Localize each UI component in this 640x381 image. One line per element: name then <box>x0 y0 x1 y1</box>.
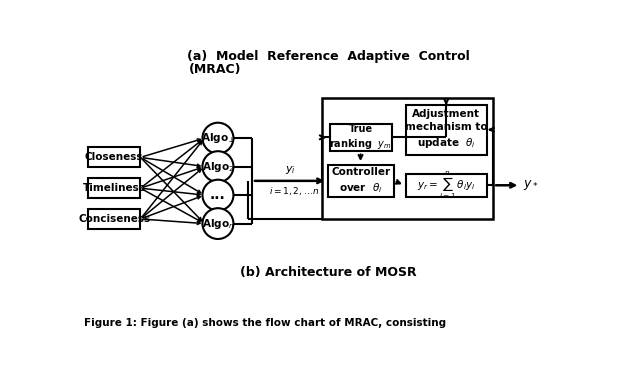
Text: $i = 1, 2, \ldots n$: $i = 1, 2, \ldots n$ <box>269 185 319 197</box>
Text: $y_*$: $y_*$ <box>522 178 538 192</box>
Circle shape <box>202 180 234 210</box>
Circle shape <box>202 208 234 239</box>
FancyBboxPatch shape <box>328 165 394 197</box>
Text: $y_i$: $y_i$ <box>285 164 296 176</box>
FancyBboxPatch shape <box>330 124 392 151</box>
Text: Controller
over  $\theta_i$: Controller over $\theta_i$ <box>332 167 390 195</box>
Text: ...: ... <box>210 188 226 202</box>
Text: Closeness: Closeness <box>85 152 143 162</box>
Circle shape <box>202 151 234 182</box>
Text: Algo$_{\perp}$: Algo$_{\perp}$ <box>201 131 235 145</box>
FancyBboxPatch shape <box>88 147 140 167</box>
Text: Figure 1: Figure (a) shows the flow chart of MRAC, consisting: Figure 1: Figure (a) shows the flow char… <box>84 318 446 328</box>
Text: True
ranking  $y_m$: True ranking $y_m$ <box>329 124 392 151</box>
FancyBboxPatch shape <box>88 178 140 198</box>
Text: (MRAC): (MRAC) <box>189 63 242 77</box>
Text: Algo$_n$: Algo$_n$ <box>202 216 234 231</box>
Text: Timeliness: Timeliness <box>83 183 145 193</box>
FancyBboxPatch shape <box>88 209 140 229</box>
FancyBboxPatch shape <box>406 105 487 155</box>
Text: Adjustment
mechanism to
update  $\theta_i$: Adjustment mechanism to update $\theta_i… <box>405 109 488 150</box>
Text: $y_r = \sum_{i=1}^{n}\,\theta_i y_i$: $y_r = \sum_{i=1}^{n}\,\theta_i y_i$ <box>417 170 476 201</box>
Text: Algo$_2$: Algo$_2$ <box>202 160 234 174</box>
Text: (b) Architecture of MOSR: (b) Architecture of MOSR <box>240 266 416 279</box>
Circle shape <box>202 123 234 154</box>
FancyBboxPatch shape <box>406 173 487 197</box>
Text: (a)  Model  Reference  Adaptive  Control: (a) Model Reference Adaptive Control <box>187 50 469 63</box>
Text: Conciseness: Conciseness <box>78 214 150 224</box>
